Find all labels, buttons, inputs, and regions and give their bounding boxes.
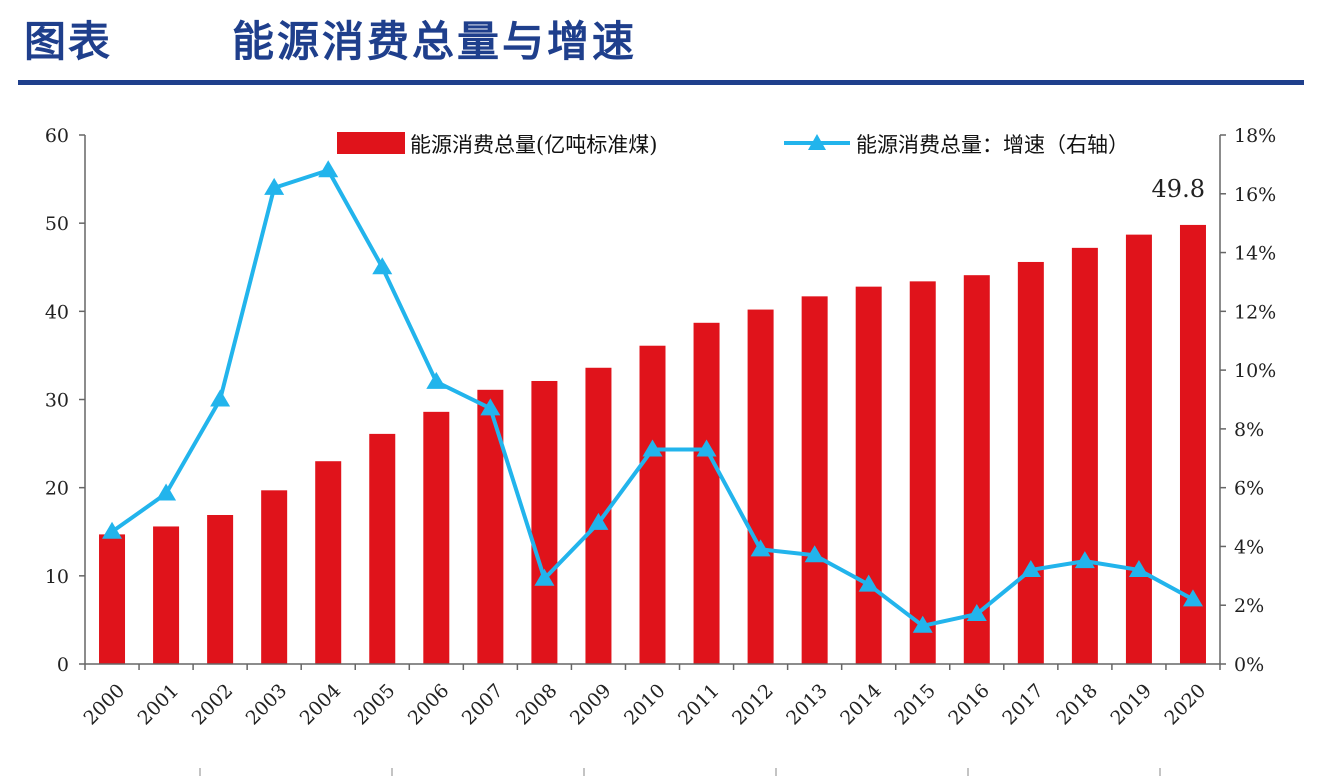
x-tick-label: 2019 xyxy=(1106,680,1156,730)
growth-point xyxy=(534,568,555,586)
y-left-tick-label: 40 xyxy=(45,301,69,323)
bar xyxy=(963,275,990,664)
footer-marks xyxy=(199,768,1161,776)
bar xyxy=(1071,247,1098,664)
growth-point xyxy=(1074,551,1095,569)
bar xyxy=(261,490,288,664)
y-left-tick-label: 60 xyxy=(45,125,69,147)
y-left-tick-label: 10 xyxy=(45,566,69,588)
growth-point xyxy=(264,177,285,195)
header: 图表 能源消费总量与增速 xyxy=(0,0,1318,90)
legend-line-marker xyxy=(808,134,826,150)
growth-point xyxy=(966,604,987,622)
growth-point xyxy=(642,439,663,457)
growth-point xyxy=(426,371,447,389)
legend-bar-label: 能源消费总量(亿吨标准煤) xyxy=(410,133,657,157)
growth-point xyxy=(1020,559,1041,577)
y-left-tick-label: 30 xyxy=(45,390,69,412)
x-tick-label: 2007 xyxy=(458,680,508,730)
y-right-tick-label: 6% xyxy=(1234,478,1264,500)
growth-point xyxy=(804,545,825,563)
x-tick-label: 2004 xyxy=(296,680,346,730)
growth-point xyxy=(372,257,393,275)
growth-point xyxy=(750,539,771,557)
x-tick-label: 2003 xyxy=(242,680,292,730)
bar xyxy=(747,309,774,664)
y-right-tick-label: 14% xyxy=(1234,243,1276,265)
bar xyxy=(207,514,234,664)
annotations: 49.8 xyxy=(1152,175,1205,203)
y-left-tick-label: 0 xyxy=(57,654,69,676)
growth-point xyxy=(912,615,933,633)
x-tick-label: 2011 xyxy=(674,680,724,730)
y-right-tick-label: 4% xyxy=(1234,536,1264,558)
growth-point xyxy=(480,398,501,416)
x-tick-label: 2010 xyxy=(620,680,670,730)
bar xyxy=(369,433,396,664)
y-right-tick-label: 12% xyxy=(1234,301,1276,323)
x-tick-label: 2016 xyxy=(944,680,994,730)
header-rule xyxy=(18,80,1304,85)
bar xyxy=(1017,261,1044,664)
x-tick-label: 2018 xyxy=(1052,680,1102,730)
growth-point xyxy=(1182,589,1203,607)
growth-point xyxy=(588,512,609,530)
x-tick-label: 2000 xyxy=(79,680,129,730)
y-left-tick-label: 20 xyxy=(45,478,69,500)
x-tick-label: 2008 xyxy=(512,680,562,730)
x-tick-label: 2015 xyxy=(890,680,940,730)
growth-point xyxy=(696,439,717,457)
figure-title: 能源消费总量与增速 xyxy=(232,17,638,66)
figure-label: 图表 xyxy=(24,17,113,66)
y-right-tick-label: 10% xyxy=(1234,360,1276,382)
x-tick-label: 2001 xyxy=(134,680,184,730)
x-tick-label: 2013 xyxy=(782,680,832,730)
growth-point xyxy=(102,521,123,539)
growth-point xyxy=(858,574,879,592)
legend-bar-swatch xyxy=(337,132,405,154)
y-right-tick-label: 2% xyxy=(1234,595,1264,617)
data-label: 49.8 xyxy=(1152,175,1205,203)
y-right-tick-label: 8% xyxy=(1234,419,1264,441)
growth-line-series xyxy=(102,160,1203,633)
x-tick-label: 2002 xyxy=(188,680,238,730)
growth-point xyxy=(318,160,339,178)
y-right-tick-label: 18% xyxy=(1234,125,1276,147)
bar xyxy=(801,296,828,664)
x-tick-label: 2006 xyxy=(404,680,454,730)
bar xyxy=(531,380,558,664)
bar xyxy=(99,534,126,664)
x-tick-label: 2017 xyxy=(998,680,1048,730)
bar xyxy=(153,526,180,664)
legend: 能源消费总量(亿吨标准煤) 能源消费总量：增速（右轴） xyxy=(337,132,1129,157)
legend-line-label: 能源消费总量：增速（右轴） xyxy=(856,133,1129,157)
x-tick-label: 2005 xyxy=(350,680,400,730)
bar xyxy=(909,281,936,664)
bar xyxy=(855,286,882,664)
growth-point xyxy=(1128,559,1149,577)
bar-series xyxy=(99,224,1206,664)
x-tick-label: 2012 xyxy=(728,680,778,730)
x-tick-label: 2009 xyxy=(566,680,616,730)
bar xyxy=(693,322,720,664)
x-tick-label: 2020 xyxy=(1160,680,1210,730)
bar xyxy=(423,411,450,664)
y-right-tick-label: 16% xyxy=(1234,184,1276,206)
growth-point xyxy=(210,389,231,407)
growth-point xyxy=(156,483,177,501)
bar xyxy=(315,461,342,664)
y-right-tick-label: 0% xyxy=(1234,654,1264,676)
y-left-tick-label: 50 xyxy=(45,213,69,235)
bar xyxy=(639,345,666,664)
bar xyxy=(1125,234,1152,664)
x-tick-label: 2014 xyxy=(836,680,886,730)
